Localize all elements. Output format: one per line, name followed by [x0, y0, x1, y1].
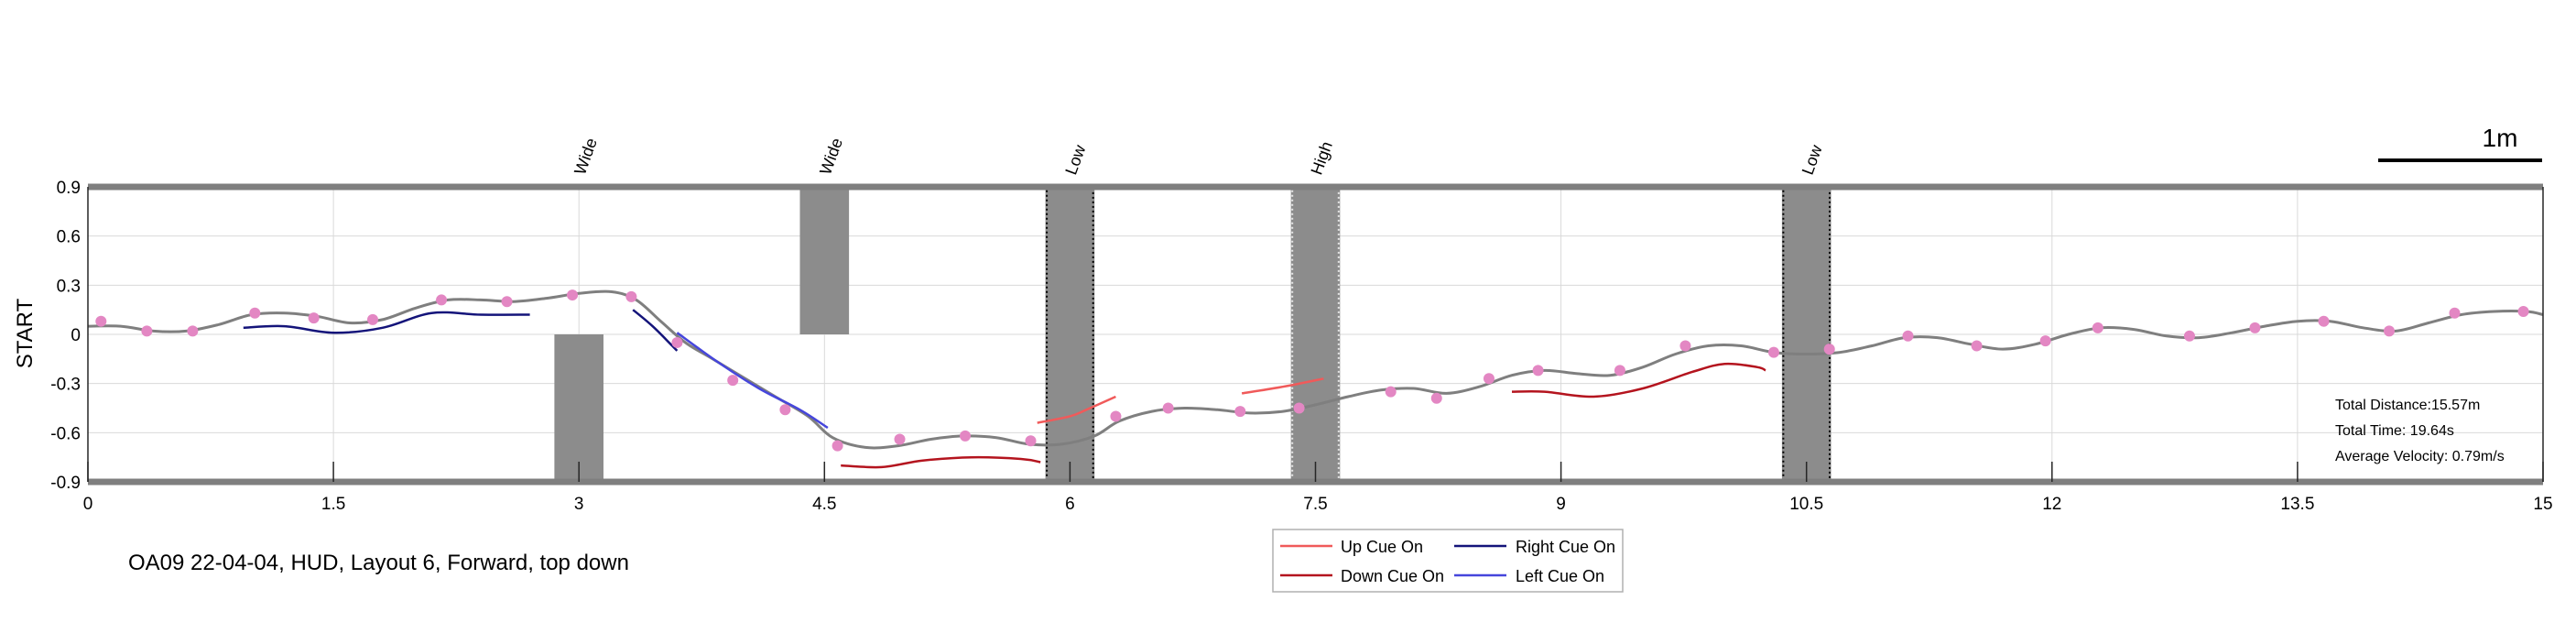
trajectory-marker: [1532, 365, 1544, 377]
obstacle-high: [1290, 187, 1341, 482]
cue-segment-up-cue-on: [1241, 377, 1324, 395]
trajectory-marker: [366, 313, 378, 325]
stat-total-time: Total Time: 19.64s: [2335, 423, 2454, 439]
chart-caption: OA09 22-04-04, HUD, Layout 6, Forward, t…: [128, 551, 629, 575]
trajectory-marker: [2318, 315, 2330, 327]
y-tick-label: -0.6: [50, 424, 81, 443]
obstacle-label-high: High: [1307, 139, 1335, 178]
trajectory-marker: [2183, 330, 2195, 342]
trajectory-marker: [1483, 373, 1495, 385]
trajectory-marker: [1234, 406, 1246, 418]
obstacle-wide: [554, 334, 604, 482]
stats-box: Total Distance:15.57m Total Time: 19.64s…: [2335, 398, 2505, 464]
trajectory-marker: [1110, 410, 1122, 422]
obstacle-low: [1781, 187, 1831, 482]
cue-segment-left-cue-on: [676, 332, 829, 430]
x-tick-label: 1.5: [321, 495, 345, 514]
trajectory-marker: [2517, 305, 2529, 317]
obstacles: Wide Wide Low High Low: [554, 136, 1831, 482]
scale-bar-label: 1m: [2483, 124, 2518, 152]
legend-label-up-cue: Up Cue On: [1341, 538, 1423, 556]
trajectory-marker: [1971, 340, 1983, 352]
trajectory-marker: [567, 289, 579, 301]
y-tick-label: 0.6: [57, 228, 81, 247]
trajectory-marker: [2249, 322, 2261, 333]
obstacle-label-low: Low: [1061, 142, 1089, 178]
trajectory-marker: [1025, 435, 1037, 447]
x-tick-label: 7.5: [1303, 495, 1327, 514]
axes: 0 1.5 3 4.5 6 7.5 9 10.5 12 13.5 15 0.9 0.6 0.3 0 -0.3 -…: [50, 179, 2552, 514]
trajectory-marker: [2449, 307, 2461, 319]
legend: Up Cue On Right Cue On Down Cue On Left …: [1272, 529, 1624, 593]
trajectory-marker: [2039, 335, 2051, 347]
trajectory-marker: [960, 430, 972, 442]
trajectory-marker: [2092, 322, 2103, 333]
obstacle-wide: [799, 187, 850, 334]
trajectory-marker: [1767, 346, 1779, 358]
trajectory-marker: [1385, 386, 1397, 398]
y-tick-label: -0.3: [50, 376, 81, 395]
trajectory-marker: [779, 404, 791, 416]
trajectory-marker: [141, 325, 153, 337]
x-tick-label: 0: [83, 495, 93, 514]
legend-label-left-cue: Left Cue On: [1516, 567, 1604, 585]
legend-label-down-cue: Down Cue On: [1341, 567, 1444, 585]
obstacle-label-wide: Wide: [816, 136, 846, 177]
trajectory-marker: [308, 312, 320, 324]
x-tick-label: 15: [2533, 495, 2552, 514]
y-axis-label: START: [13, 298, 38, 368]
trajectory-marker: [1430, 392, 1442, 404]
legend-box: [1272, 529, 1624, 593]
trajectory-marker: [1293, 402, 1305, 414]
cue-segment-down-cue-on: [841, 455, 1041, 469]
stat-average-velocity: Average Velocity: 0.79m/s: [2335, 449, 2505, 464]
trajectory-markers: [95, 289, 2529, 452]
y-tick-label: 0: [71, 326, 81, 345]
legend-label-right-cue: Right Cue On: [1516, 538, 1615, 556]
trajectory-marker: [187, 325, 199, 337]
x-tick-label: 12: [2042, 495, 2061, 514]
obstacle-label-wide: Wide: [571, 136, 601, 177]
x-tick-label: 3: [574, 495, 584, 514]
x-tick-label: 6: [1065, 495, 1075, 514]
cue-segments: [243, 309, 1766, 469]
trajectory-marker: [1823, 344, 1835, 355]
x-tick-label: 13.5: [2280, 495, 2314, 514]
trajectory-marker: [1902, 330, 1914, 342]
obstacle-low: [1045, 187, 1095, 482]
cue-segment-right-cue-on: [243, 311, 530, 334]
y-tick-label: -0.9: [50, 474, 81, 493]
scale-bar: 1m: [2378, 124, 2542, 162]
y-tick-label: 0.3: [57, 277, 81, 296]
trajectory-marker: [831, 440, 843, 452]
trajectory-marker: [436, 294, 448, 306]
x-tick-label: 9: [1556, 495, 1566, 514]
trajectory-marker: [501, 296, 513, 308]
stat-total-distance: Total Distance:15.57m: [2335, 398, 2480, 413]
trajectory-marker: [95, 315, 107, 327]
trajectory-marker: [249, 307, 261, 319]
cue-segment-down-cue-on: [1511, 362, 1766, 398]
trajectory-marker: [2383, 325, 2395, 337]
trajectory-marker: [625, 290, 637, 302]
x-tick-label: 10.5: [1789, 495, 1823, 514]
trajectory-marker: [671, 336, 683, 348]
trajectory-marker: [894, 433, 906, 445]
trajectory-marker: [1679, 340, 1691, 352]
obstacle-label-low: Low: [1799, 142, 1826, 178]
trajectory-marker: [727, 375, 739, 387]
x-tick-label: 4.5: [812, 495, 836, 514]
trajectory-marker: [1162, 402, 1174, 414]
cue-segment-right-cue-on: [632, 309, 679, 352]
y-tick-label: 0.9: [57, 179, 81, 198]
trajectory-marker: [1614, 365, 1625, 377]
cue-segment-up-cue-on: [1037, 395, 1116, 424]
